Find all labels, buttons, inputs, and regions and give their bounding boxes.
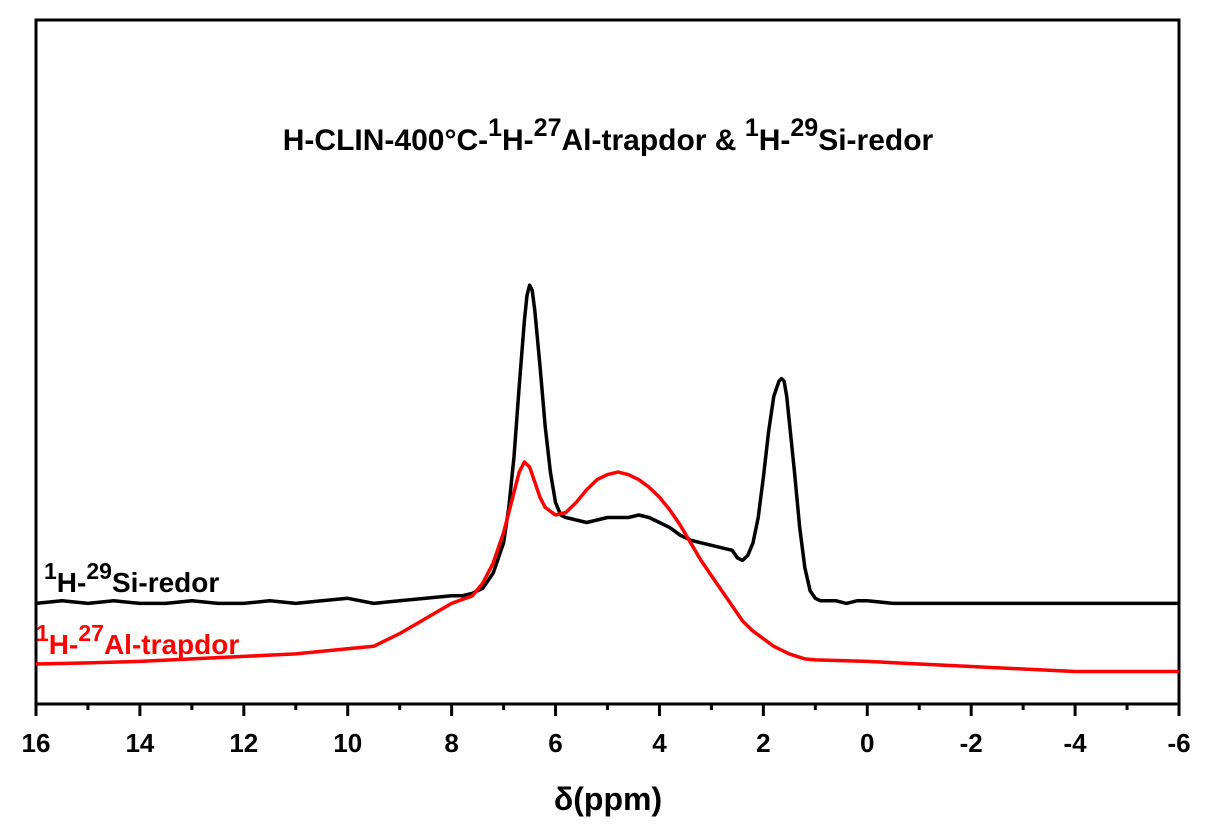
- series-line-1: [35, 460, 1179, 674]
- series-line-0: [35, 283, 1179, 606]
- spectrum-curves: [35, 283, 1179, 674]
- x-tick-label: -6: [1167, 728, 1190, 758]
- x-tick-label: 12: [229, 728, 258, 758]
- x-tick-label: 4: [652, 728, 667, 758]
- x-tick-label: 8: [444, 728, 458, 758]
- x-tick-label: 6: [548, 728, 562, 758]
- x-axis-ticks: 16 14 12 10 8 6 4 2 0 -2 -4 -6: [22, 704, 1191, 758]
- chart-title: H-CLIN-400°C-1H-27Al-trapdor & 1H-29Si-r…: [283, 114, 934, 157]
- x-axis-label: δ(ppm): [554, 781, 662, 817]
- series-label-al-trapdor: 1H-27Al-trapdor: [36, 620, 239, 660]
- x-tick-label: 0: [860, 728, 874, 758]
- x-tick-label: 10: [333, 728, 362, 758]
- x-tick-label: -4: [1064, 728, 1088, 758]
- series-labels: 1H-29Si-redor 1H-27Al-trapdor: [36, 558, 239, 660]
- x-tick-label: 14: [125, 728, 154, 758]
- x-tick-label: 2: [756, 728, 770, 758]
- series-label-si-redor: 1H-29Si-redor: [44, 558, 219, 598]
- x-tick-label: 16: [22, 728, 51, 758]
- x-tick-label: -2: [960, 728, 983, 758]
